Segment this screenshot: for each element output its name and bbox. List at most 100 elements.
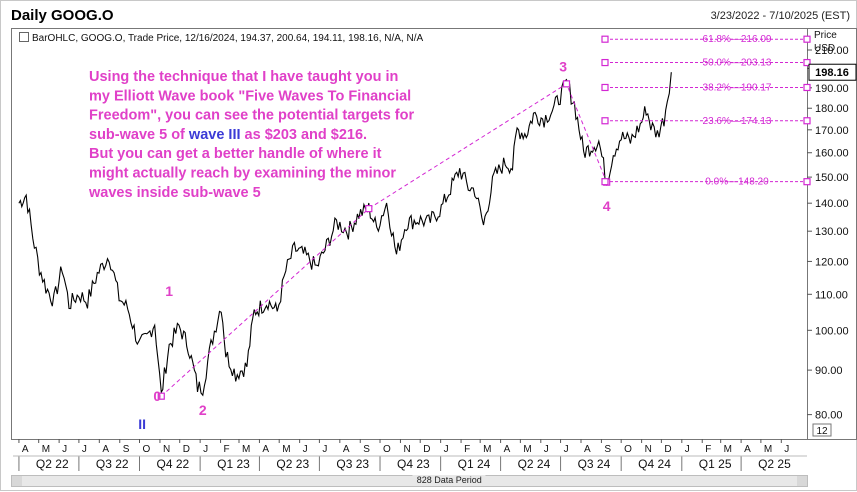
fib-level-start-marker <box>601 58 609 67</box>
series-legend: BarOHLC, GOOG.O, Trade Price, 12/16/2024… <box>19 32 423 44</box>
annotation-line: Using the technique that I have taught y… <box>89 69 398 85</box>
y-tick-label: 80.00 <box>815 410 843 422</box>
x-month-label: J <box>564 444 569 455</box>
y-axis-label: Price <box>814 30 837 41</box>
x-month-label: N <box>645 444 652 455</box>
x-month-label: S <box>363 444 370 455</box>
scroll-right-button[interactable] <box>797 476 807 486</box>
fib-level-end-marker <box>803 178 811 186</box>
fib-level-label: 0.0%—148.20 <box>705 177 769 188</box>
x-month-label: M <box>483 444 491 455</box>
annotation-line: Freedom", you can see the potential targ… <box>89 108 414 124</box>
y-tick-label: 170.00 <box>815 125 849 137</box>
x-quarter-label: Q2 22 <box>36 457 69 471</box>
y-axis-unit: USD <box>814 43 835 54</box>
x-month-label: J <box>784 444 789 455</box>
wave-label: 3 <box>559 59 567 75</box>
y-tick-label: 90.00 <box>815 365 843 377</box>
x-month-label: D <box>664 444 671 455</box>
fib-level-label: 38.2%—190.17 <box>703 82 772 93</box>
x-month-label: D <box>183 444 190 455</box>
y-tick-label: 140.00 <box>815 198 849 210</box>
date-range: 3/23/2022 - 7/10/2025 (EST) <box>710 10 850 22</box>
x-month-label: J <box>203 444 208 455</box>
x-quarter-label: Q4 23 <box>397 457 430 471</box>
wave-label: II <box>138 416 146 432</box>
scroll-left-button[interactable] <box>12 476 22 486</box>
last-price-value: 198.16 <box>815 67 849 79</box>
x-month-label: S <box>123 444 130 455</box>
x-month-label: N <box>403 444 410 455</box>
y-tick-label: 120.00 <box>815 256 849 268</box>
x-quarter-label: Q1 24 <box>458 457 491 471</box>
wave-label: 4 <box>603 198 611 214</box>
x-month-label: M <box>242 444 250 455</box>
plot-area[interactable] <box>11 28 808 440</box>
y-tick-label: 160.00 <box>815 148 849 160</box>
x-month-label: M <box>42 444 50 455</box>
x-month-label: O <box>383 444 391 455</box>
x-month-label: O <box>143 444 151 455</box>
x-quarter-label: Q2 23 <box>276 457 309 471</box>
y-tick-label: 150.00 <box>815 172 849 184</box>
wave-label: 0 <box>153 388 161 404</box>
x-month-label: J <box>82 444 87 455</box>
x-month-label: M <box>282 444 290 455</box>
wave-point-marker <box>365 205 373 213</box>
fib-level-start-marker <box>601 83 609 92</box>
x-quarter-label: Q4 24 <box>638 457 671 471</box>
fib-level-label: 50.0%—203.13 <box>703 58 772 69</box>
fib-level-end-marker <box>803 117 811 125</box>
x-month-label: N <box>163 444 170 455</box>
x-quarter-label: Q2 24 <box>518 457 551 471</box>
y-tick-label: 130.00 <box>815 226 849 238</box>
wave-point-marker <box>562 80 571 88</box>
y-tick-label: 180.00 <box>815 103 849 115</box>
fib-level-end-marker <box>803 58 811 67</box>
data-period-label: 828 Data Period <box>412 475 486 485</box>
y-tick-label: 210.00 <box>815 45 849 57</box>
wave-point-marker <box>157 392 165 400</box>
x-month-label: J <box>62 444 67 455</box>
x-month-label: D <box>423 444 430 455</box>
x-month-label: J <box>685 444 690 455</box>
legend-checkbox[interactable] <box>19 32 29 42</box>
annotation-line: But you can get a better handle of where… <box>89 146 382 162</box>
x-quarter-label: Q3 23 <box>336 457 369 471</box>
annotation-line: my Elliott Wave book "Five Waves To Fina… <box>89 88 411 104</box>
x-month-label: F <box>464 444 470 455</box>
wave-label: 2 <box>199 402 207 418</box>
axis-scale-button-label: 12 <box>816 426 828 437</box>
fib-level-end-marker <box>803 35 811 43</box>
chart-title: Daily GOOG.O <box>11 7 114 24</box>
x-month-label: A <box>504 444 511 455</box>
x-month-label: J <box>444 444 449 455</box>
fib-level-label: 61.8%—216.09 <box>703 34 772 45</box>
axis-scale-button <box>812 423 832 437</box>
x-month-label: M <box>523 444 531 455</box>
fib-level-start-marker <box>601 117 609 125</box>
x-month-label: A <box>22 444 29 455</box>
time-scrollbar[interactable]: 828 Data Period <box>11 475 808 487</box>
x-month-label: A <box>343 444 350 455</box>
x-month-label: F <box>705 444 711 455</box>
x-month-label: J <box>322 444 327 455</box>
x-month-label: S <box>604 444 611 455</box>
x-month-label: A <box>262 444 269 455</box>
x-month-label: O <box>624 444 632 455</box>
y-tick-label: 190.00 <box>815 83 849 95</box>
fib-level-label: 23.6%—174.13 <box>703 116 772 127</box>
y-tick-label: 110.00 <box>815 289 848 301</box>
fib-level-start-marker <box>601 178 609 186</box>
x-quarter-label: Q1 25 <box>699 457 732 471</box>
x-month-label: J <box>544 444 549 455</box>
x-month-label: J <box>303 444 308 455</box>
annotation-line: sub-wave 5 of wave III as $203 and $216. <box>89 127 367 143</box>
x-month-label: A <box>102 444 109 455</box>
x-month-label: M <box>724 444 732 455</box>
legend-text: BarOHLC, GOOG.O, Trade Price, 12/16/2024… <box>32 33 424 44</box>
y-tick-label: 100.00 <box>815 325 849 337</box>
annotation-line: might actually reach by examining the mi… <box>89 166 396 182</box>
